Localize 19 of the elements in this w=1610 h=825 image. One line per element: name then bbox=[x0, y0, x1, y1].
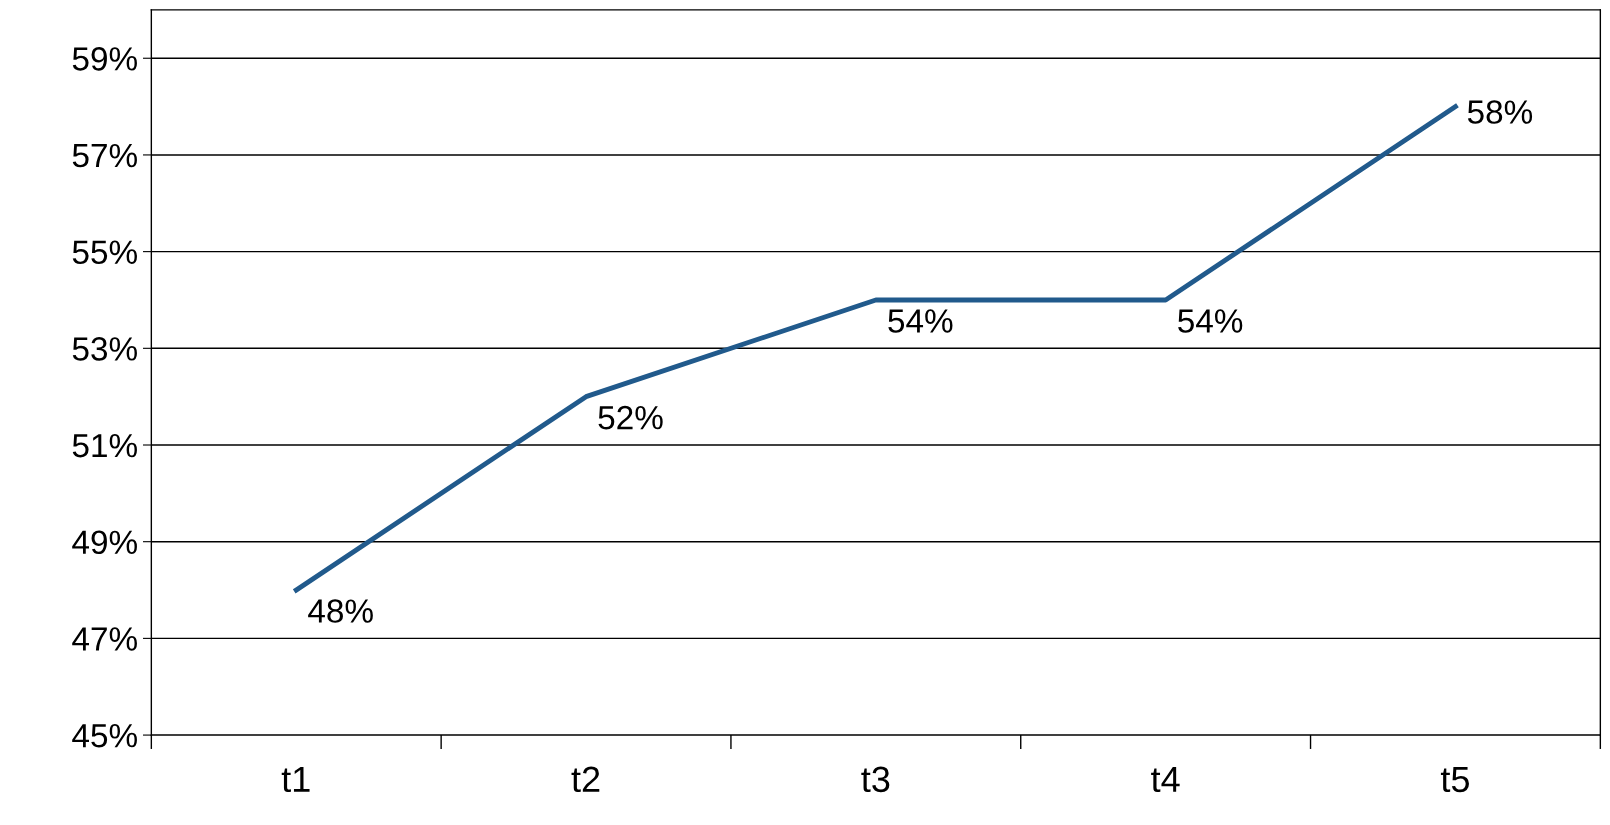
y-tick-label: 49% bbox=[72, 530, 137, 555]
y-tick-label: 59% bbox=[72, 47, 137, 71]
y-tick-label: 51% bbox=[72, 433, 137, 458]
x-tick-label: t5 bbox=[1440, 766, 1469, 793]
y-tick-label: 45% bbox=[72, 724, 137, 748]
x-tick-label: t3 bbox=[861, 766, 890, 793]
data-label: 54% bbox=[1178, 309, 1243, 333]
y-tick-label: 53% bbox=[72, 337, 137, 361]
y-tick-label: 47% bbox=[72, 627, 137, 651]
data-label: 54% bbox=[888, 309, 953, 333]
data-label: 52% bbox=[598, 405, 663, 430]
x-tick-label: t4 bbox=[1151, 766, 1180, 793]
y-tick-label: 55% bbox=[72, 240, 137, 265]
data-label: 48% bbox=[308, 599, 373, 623]
data-label: 58% bbox=[1467, 100, 1533, 124]
y-tick-label: 57% bbox=[72, 143, 137, 168]
line-series bbox=[293, 104, 1458, 593]
x-tick-label: t2 bbox=[571, 766, 600, 793]
x-tick-label: t1 bbox=[281, 766, 310, 793]
